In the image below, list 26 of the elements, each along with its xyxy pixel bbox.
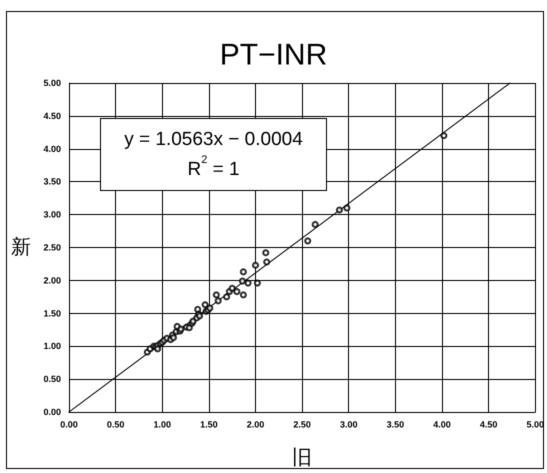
x-tick-label: 0.00 [60,420,78,430]
y-tick-label: 1.00 [43,341,61,352]
chart-title: PT−INR [220,38,328,72]
x-tick-label: 2.50 [293,420,311,430]
y-tick-label: 4.00 [43,144,61,154]
x-tick-label: 5.00 [526,420,544,430]
x-tick-label: 3.00 [340,420,358,430]
x-tick-label: 4.00 [433,420,451,430]
y-tick-label: 4.50 [43,110,61,121]
x-tick-label: 4.50 [480,420,498,430]
y-tick-label: 5.00 [43,78,61,88]
x-tick-label: 3.50 [386,420,404,430]
x-tick-label: 2.00 [246,420,264,430]
y-tick-label: 0.00 [43,407,61,417]
annotation: y = 1.0563x − 0.0004 [124,129,304,150]
y-tick-label: 3.50 [43,176,61,187]
y-tick-label: 3.00 [43,210,61,220]
y-tick-label: 2.50 [43,242,61,252]
y-tick-label: 1.50 [43,308,61,318]
y-axis-title: 新 [11,236,31,258]
x-tick-label: 1.50 [200,420,218,430]
y-tick-label: 2.00 [43,275,61,286]
x-tick-label: 1.00 [153,420,172,430]
y-tick-label: 0.50 [43,374,61,384]
x-tick-label: 0.50 [106,420,124,430]
x-axis-title: 旧 [292,447,312,469]
